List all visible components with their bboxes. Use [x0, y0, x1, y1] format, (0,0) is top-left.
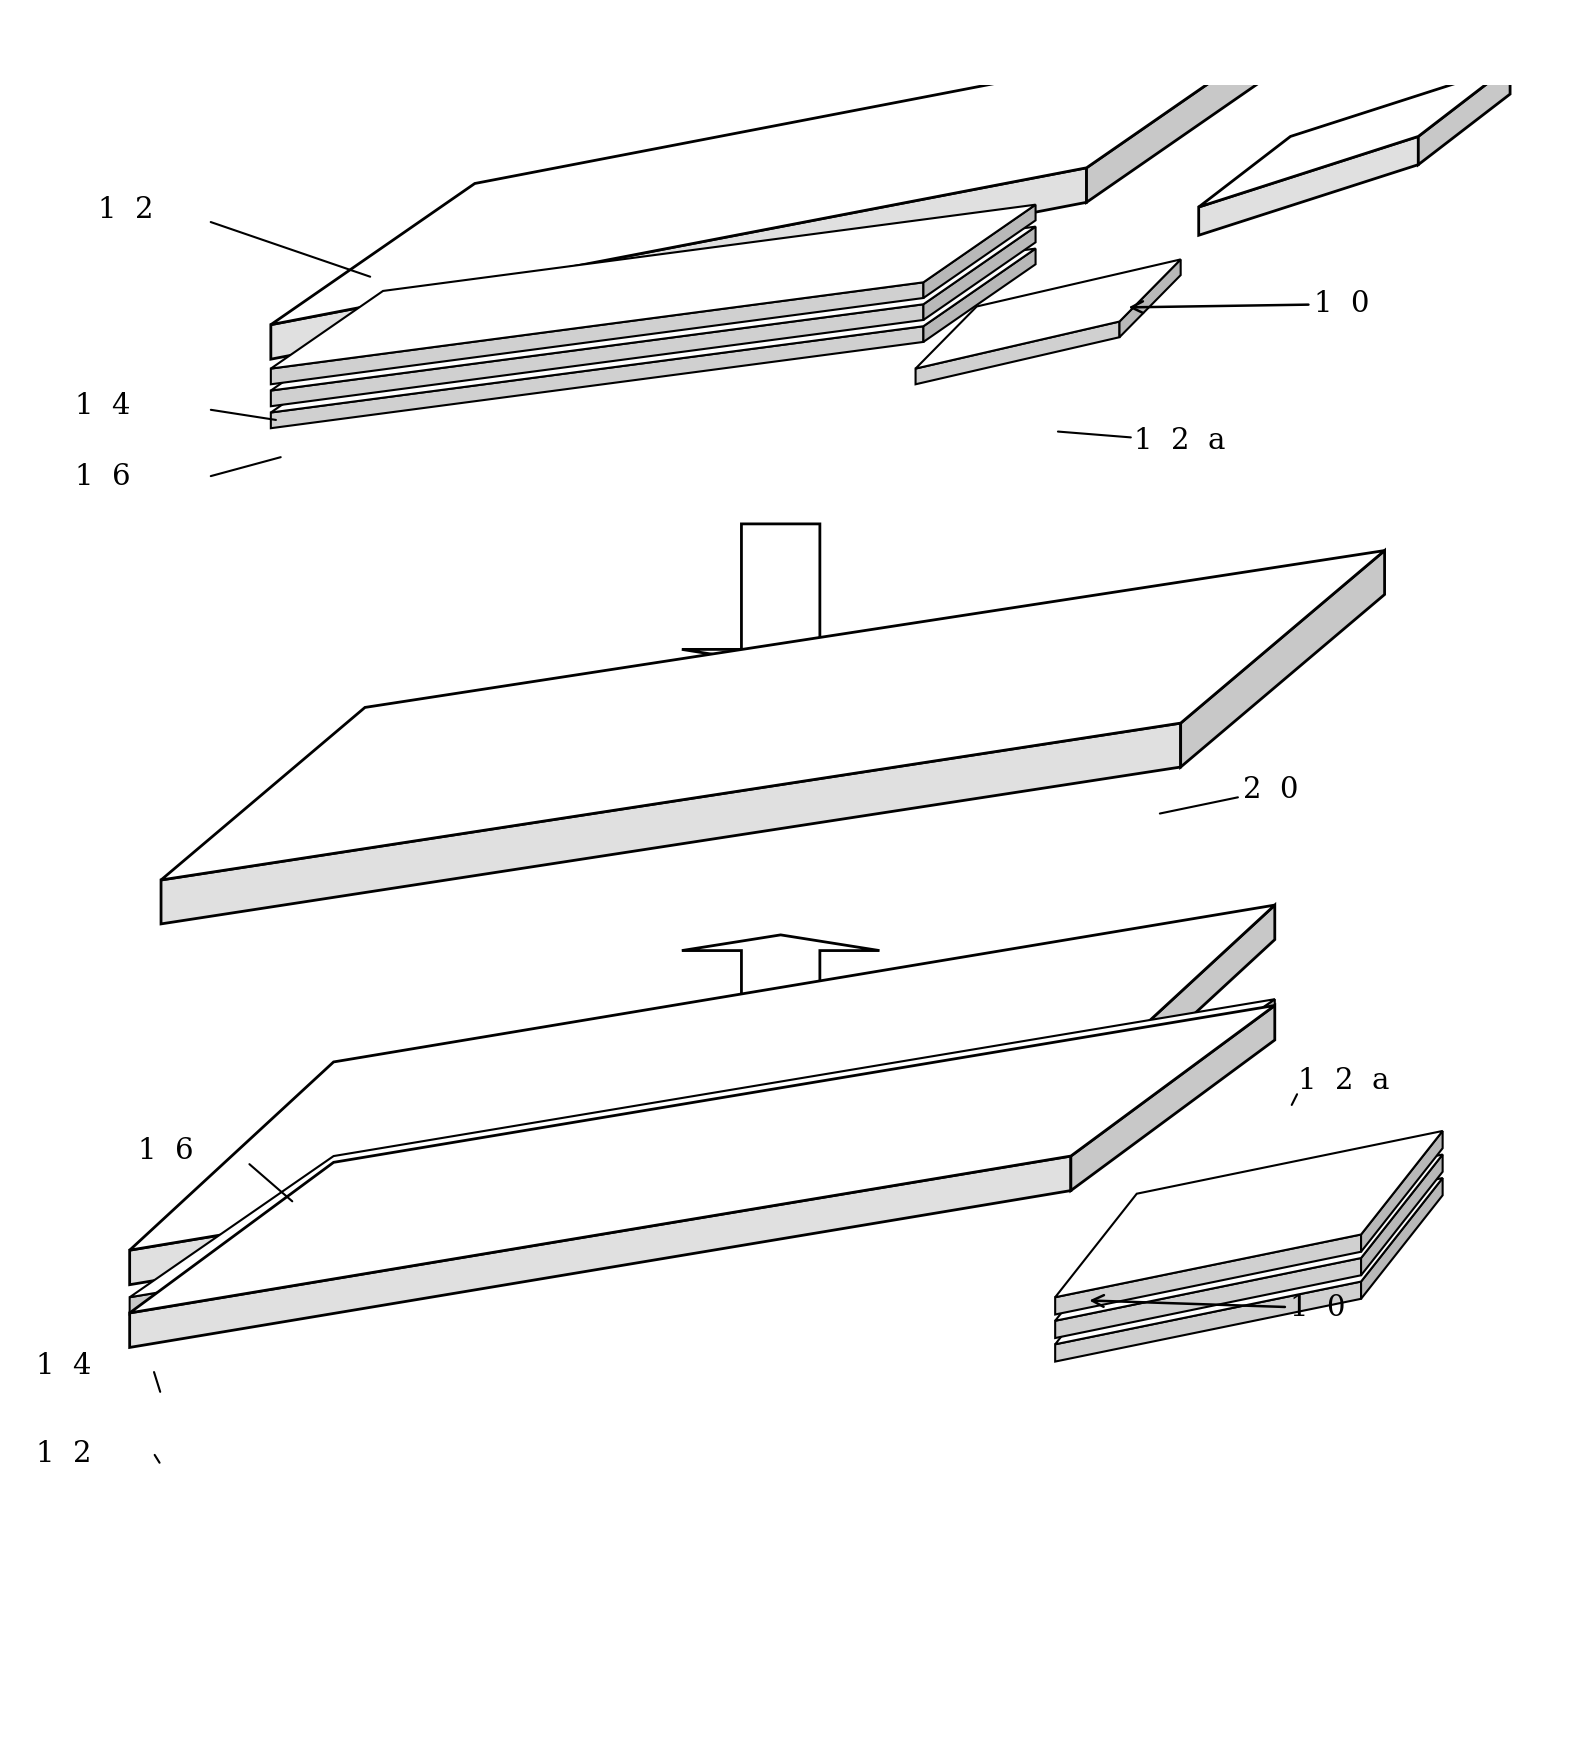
Polygon shape — [916, 259, 1181, 368]
Polygon shape — [1055, 1234, 1361, 1314]
Polygon shape — [1199, 66, 1511, 207]
Polygon shape — [924, 249, 1036, 342]
Polygon shape — [1199, 136, 1418, 235]
Polygon shape — [1071, 1006, 1274, 1191]
Polygon shape — [129, 1006, 1274, 1312]
Polygon shape — [1087, 26, 1290, 202]
Polygon shape — [271, 282, 924, 384]
Text: 1  2  a: 1 2 a — [1298, 1067, 1389, 1095]
Text: 1  0: 1 0 — [1093, 1295, 1347, 1323]
Text: 1  2  a: 1 2 a — [1134, 426, 1225, 455]
Polygon shape — [1181, 551, 1385, 766]
Polygon shape — [161, 723, 1181, 925]
Polygon shape — [271, 226, 1036, 391]
Polygon shape — [1361, 1131, 1443, 1251]
Polygon shape — [271, 327, 924, 428]
Polygon shape — [129, 1156, 1071, 1347]
Polygon shape — [1071, 905, 1274, 1128]
Polygon shape — [271, 26, 1290, 325]
Polygon shape — [1055, 1154, 1443, 1321]
Polygon shape — [1055, 1258, 1361, 1338]
Polygon shape — [1071, 999, 1274, 1158]
Text: 1  2: 1 2 — [98, 196, 155, 224]
Text: 2  0: 2 0 — [1159, 777, 1299, 813]
Text: 1  6: 1 6 — [137, 1137, 192, 1164]
Polygon shape — [1055, 1178, 1443, 1343]
Polygon shape — [271, 169, 1087, 360]
Polygon shape — [271, 249, 1036, 412]
Polygon shape — [129, 905, 1274, 1250]
Text: 1  4: 1 4 — [36, 1352, 91, 1380]
Polygon shape — [916, 322, 1120, 384]
Polygon shape — [1055, 1281, 1361, 1361]
Polygon shape — [924, 205, 1036, 297]
Text: 1  2: 1 2 — [36, 1441, 91, 1469]
Polygon shape — [129, 1093, 1071, 1284]
Polygon shape — [129, 999, 1274, 1297]
Polygon shape — [924, 226, 1036, 320]
Polygon shape — [681, 523, 880, 666]
Polygon shape — [1055, 1131, 1443, 1297]
Polygon shape — [271, 304, 924, 407]
Polygon shape — [1120, 259, 1181, 337]
Text: 1  0: 1 0 — [1131, 290, 1369, 318]
Polygon shape — [129, 1140, 1071, 1314]
Text: 1  4: 1 4 — [74, 393, 131, 421]
Polygon shape — [161, 551, 1385, 879]
Polygon shape — [1361, 1154, 1443, 1276]
Text: 1  6: 1 6 — [74, 462, 131, 490]
Polygon shape — [1361, 1178, 1443, 1298]
Polygon shape — [271, 205, 1036, 368]
Polygon shape — [1418, 66, 1511, 165]
Polygon shape — [681, 935, 880, 1076]
